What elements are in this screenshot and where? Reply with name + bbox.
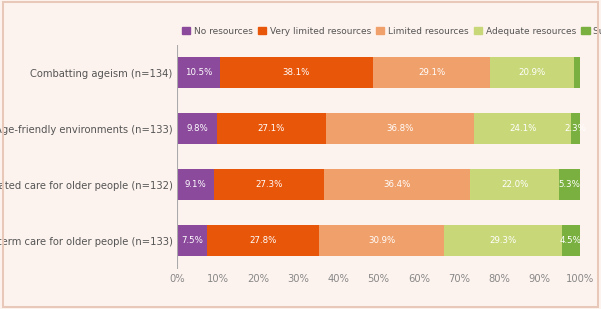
- Text: 27.8%: 27.8%: [250, 236, 277, 245]
- Text: 27.1%: 27.1%: [258, 124, 285, 133]
- Text: 10.5%: 10.5%: [185, 68, 212, 77]
- Text: 36.8%: 36.8%: [386, 124, 413, 133]
- Bar: [490, 57, 575, 88]
- Text: 24.1%: 24.1%: [509, 124, 536, 133]
- Bar: [571, 113, 581, 144]
- Bar: [177, 226, 207, 256]
- Text: 27.3%: 27.3%: [255, 180, 282, 189]
- Text: 36.4%: 36.4%: [383, 180, 411, 189]
- Text: 9.8%: 9.8%: [186, 124, 208, 133]
- Text: 4.5%: 4.5%: [560, 236, 582, 245]
- Bar: [575, 57, 581, 88]
- Text: 9.1%: 9.1%: [185, 180, 207, 189]
- Bar: [219, 57, 373, 88]
- Text: 30.9%: 30.9%: [368, 236, 395, 245]
- Text: 7.5%: 7.5%: [182, 236, 203, 245]
- Bar: [320, 226, 444, 256]
- Bar: [474, 113, 571, 144]
- Legend: No resources, Very limited resources, Limited resources, Adequate resources, Sub: No resources, Very limited resources, Li…: [182, 27, 601, 36]
- Text: 38.1%: 38.1%: [282, 68, 310, 77]
- Text: 29.3%: 29.3%: [489, 236, 516, 245]
- Bar: [326, 113, 474, 144]
- Text: 2.3%: 2.3%: [565, 124, 587, 133]
- Bar: [471, 169, 559, 200]
- Text: 29.1%: 29.1%: [418, 68, 445, 77]
- Bar: [562, 226, 580, 256]
- Bar: [207, 226, 320, 256]
- Bar: [559, 169, 581, 200]
- Bar: [177, 57, 219, 88]
- Text: 20.9%: 20.9%: [519, 68, 546, 77]
- Bar: [324, 169, 471, 200]
- Text: 22.0%: 22.0%: [501, 180, 528, 189]
- Bar: [373, 57, 490, 88]
- Bar: [177, 169, 214, 200]
- Bar: [214, 169, 324, 200]
- Bar: [444, 226, 562, 256]
- Bar: [177, 113, 217, 144]
- Text: 5.3%: 5.3%: [559, 180, 581, 189]
- Bar: [217, 113, 326, 144]
